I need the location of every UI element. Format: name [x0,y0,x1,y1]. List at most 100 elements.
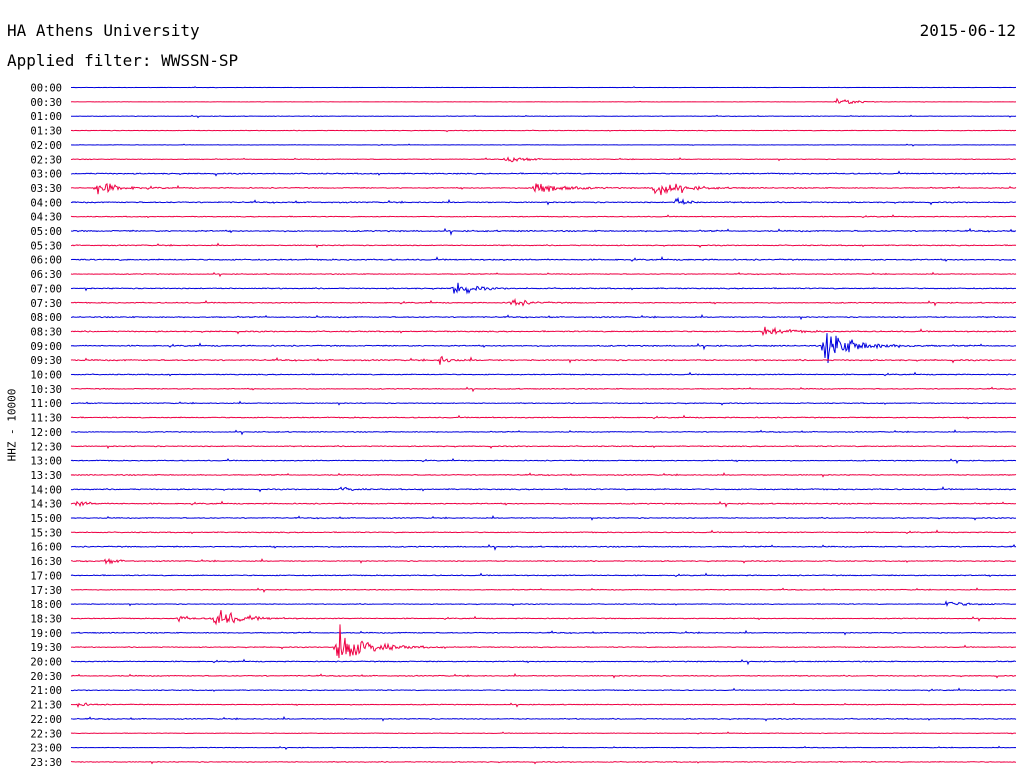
time-tick-label: 14:00 [30,484,62,496]
trace-line [70,282,1017,295]
time-tick-label: 07:00 [30,283,62,295]
trace-line [70,445,1017,449]
trace-line [70,731,1017,735]
trace-line [70,326,1017,337]
trace-line [70,429,1017,436]
time-tick-label: 16:00 [30,542,62,554]
trace-line [70,702,1017,708]
trace-line [70,629,1017,636]
trace-line [70,400,1017,406]
trace-line [70,114,1017,119]
trace-line [70,97,1017,105]
time-tick-label: 19:30 [30,642,62,654]
trace-line [70,515,1017,521]
trace-line [70,457,1017,465]
time-tick-label: 17:30 [30,585,62,597]
time-tick-label: 04:00 [30,197,62,209]
trace-line [70,242,1017,249]
time-tick-label: 21:00 [30,685,62,697]
time-tick-label: 11:30 [30,413,62,425]
trace-line [70,156,1017,163]
trace-line [70,271,1017,278]
trace-line [70,255,1017,262]
trace-line [70,760,1017,765]
trace-line [70,610,1017,626]
trace-line [70,716,1017,722]
time-tick-label: 07:30 [30,298,62,310]
trace-line [70,143,1017,147]
time-tick-label: 02:00 [30,140,62,152]
time-tick-label: 18:00 [30,599,62,611]
time-tick-label: 22:30 [30,728,62,740]
trace-line [70,472,1017,478]
time-tick-label: 20:00 [30,657,62,669]
trace-line [70,196,1017,206]
time-tick-label: 08:30 [30,326,62,338]
time-tick-label: 10:30 [30,384,62,396]
trace-line [70,129,1017,133]
time-tick-label: 08:00 [30,312,62,324]
trace-line [70,658,1017,666]
time-tick-label: 01:00 [30,111,62,123]
trace-line [70,355,1017,365]
trace-line [70,227,1017,236]
trace-line [70,557,1017,565]
time-tick-label: 05:00 [30,226,62,238]
time-tick-label: 12:30 [30,441,62,453]
time-tick-label: 04:30 [30,212,62,224]
trace-line [70,297,1017,307]
trace-line [70,386,1017,393]
time-tick-label: 14:30 [30,499,62,511]
time-tick-label: 03:00 [30,169,62,181]
trace-line [70,333,1017,363]
filter-label: Applied filter: WWSSN-SP [7,51,239,70]
time-tick-label: 23:30 [30,757,62,769]
time-tick-label: 00:30 [30,97,62,109]
time-tick-label: 18:30 [30,613,62,625]
trace-line [70,313,1017,321]
time-tick-label: 00:00 [30,83,62,95]
trace-line [70,500,1017,508]
trace-line [70,572,1017,578]
time-tick-label: 22:00 [30,714,62,726]
time-tick-label: 21:30 [30,700,62,712]
time-tick-label: 02:30 [30,154,62,166]
trace-line [70,624,1017,659]
time-tick-label: 09:00 [30,341,62,353]
time-tick-label: 10:00 [30,370,62,382]
trace-line [70,183,1017,196]
time-tick-label: 05:30 [30,240,62,252]
trace-line [70,745,1017,750]
time-tick-label: 06:00 [30,255,62,267]
time-tick-label: 20:30 [30,671,62,683]
trace-line [70,214,1017,219]
time-tick-label: 01:30 [30,126,62,138]
time-tick-label: 15:30 [30,527,62,539]
station-title: HA Athens University [7,21,200,40]
trace-line [70,170,1017,177]
time-tick-label: 19:00 [30,628,62,640]
trace-line [70,486,1017,493]
time-tick-label: 03:30 [30,183,62,195]
trace-line [70,371,1017,377]
trace-line [70,587,1017,593]
time-tick-label: 13:30 [30,470,62,482]
trace-line [70,672,1017,679]
time-tick-label: 17:00 [30,570,62,582]
time-tick-label: 11:00 [30,398,62,410]
time-tick-label: 12:00 [30,427,62,439]
time-tick-label: 13:00 [30,456,62,468]
time-tick-label: 06:30 [30,269,62,281]
date-label: 2015-06-12 [919,21,1016,40]
time-tick-label: 23:00 [30,743,62,755]
trace-line [70,529,1017,535]
trace-line [70,687,1017,692]
time-tick-label: 16:30 [30,556,62,568]
time-tick-label: 15:00 [30,513,62,525]
trace-line [70,543,1017,551]
time-tick-label: 09:30 [30,355,62,367]
trace-line [70,600,1017,607]
trace-line [70,86,1017,89]
trace-line [70,414,1017,420]
